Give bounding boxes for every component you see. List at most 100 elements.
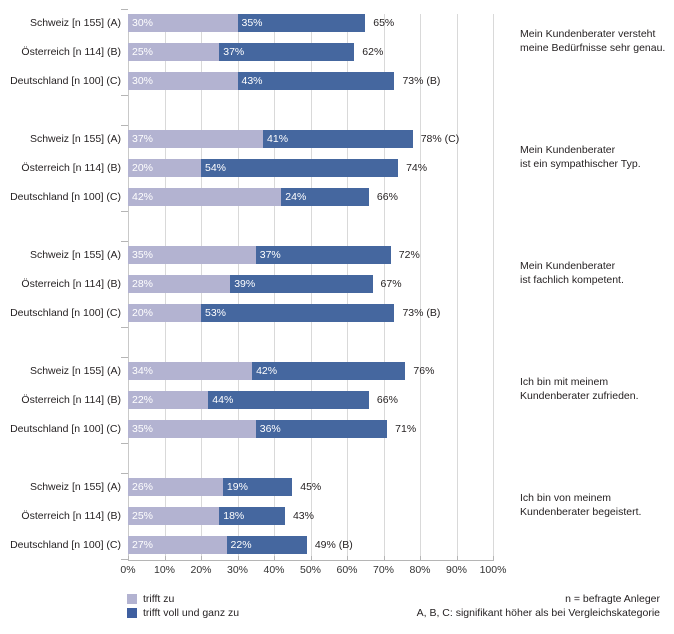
x-tick-label-60: 60% [336,564,358,576]
bar-segment-trifft-zu[interactable]: 35% [128,420,256,438]
bar-segment-trifft-voll-und-ganz-zu[interactable]: 54% [201,159,399,177]
bar-segment-trifft-zu[interactable]: 27% [128,536,227,554]
x-tick-label-70: 70% [372,564,395,576]
statement-line-2: ist fachlich kompetent. [520,273,624,286]
bar-segment-value-light: 20% [132,162,154,174]
x-tick-50 [310,556,312,561]
bar-segment-trifft-voll-und-ganz-zu[interactable]: 24% [281,188,369,206]
bar-segment-trifft-voll-und-ganz-zu[interactable]: 18% [219,507,285,525]
bar-segment-trifft-zu[interactable]: 20% [128,159,201,177]
bar-segment-trifft-voll-und-ganz-zu[interactable]: 22% [226,536,307,554]
bar-segment-trifft-zu[interactable]: 25% [128,507,220,525]
row-category-label: Österreich [n 114] (B) [21,510,121,522]
bar-segment-trifft-voll-und-ganz-zu[interactable]: 19% [222,478,293,496]
bar-segment-trifft-zu[interactable]: 34% [128,362,253,380]
y-tick [121,327,128,328]
bar-segment-trifft-voll-und-ganz-zu[interactable]: 53% [201,304,395,322]
bar-total-label: 73% (B) [402,307,441,319]
row-category-label: Deutschland [n 100] (C) [10,191,121,203]
bar-segment-trifft-voll-und-ganz-zu[interactable]: 37% [219,43,355,61]
bar-total-label: 71% [395,423,417,435]
stacked-bar[interactable]: 25% 37% [128,43,355,61]
legend-label-light: trifft zu [143,593,175,605]
x-tick-label-100: 100% [479,564,507,576]
bar-segment-value-light: 42% [132,191,154,203]
x-tick-80 [420,556,421,561]
bar-segment-trifft-voll-und-ganz-zu[interactable]: 44% [208,391,369,409]
bar-segment-value-dark: 41% [267,133,289,145]
footnote-n: n = befragte Anleger [565,593,660,605]
bar-total-label: 73% (B) [402,75,441,87]
row-category-label: Schweiz [n 155] (A) [29,17,121,29]
gridline-90 [456,14,458,560]
bar-segment-trifft-zu[interactable]: 42% [128,188,282,206]
bar-segment-value-dark: 36% [259,423,281,435]
bar-segment-value-light: 25% [132,510,154,522]
stacked-bar[interactable]: 20% 53% [128,304,395,322]
row-category-label: Deutschland [n 100] (C) [10,539,121,551]
x-tick-0 [128,556,129,561]
bar-segment-value-light: 30% [132,17,154,29]
bar-segment-trifft-zu[interactable]: 37% [128,130,264,148]
x-tick-100 [493,556,494,561]
bar-segment-trifft-voll-und-ganz-zu[interactable]: 39% [230,275,373,293]
footnote-significance: A, B, C: signifikant höher als bei Vergl… [416,607,660,619]
bar-row: Österreich [n 114] (B) 20% 54% 74% [0,159,674,177]
x-tick-10 [164,556,166,561]
x-tick-90 [456,556,458,561]
bar-segment-value-dark: 35% [241,17,263,29]
stacked-bar[interactable]: 37% 41% [128,130,413,148]
legend-swatch-dark-icon [127,608,137,618]
stacked-bar[interactable]: 42% 24% [128,188,369,206]
x-tick-label-40: 40% [263,564,285,576]
row-category-label: Schweiz [n 155] (A) [29,249,121,261]
bar-segment-value-dark: 22% [230,539,252,551]
bar-total-label: 66% [376,191,398,203]
gridline-100 [493,14,494,560]
stacked-bar[interactable]: 35% 37% [128,246,391,264]
stacked-bar[interactable]: 27% 22% [128,536,307,554]
bar-segment-trifft-voll-und-ganz-zu[interactable]: 36% [255,420,388,438]
stacked-bar[interactable]: 30% 35% [128,14,366,32]
x-tick-label-20: 20% [190,564,212,576]
y-tick [121,125,128,126]
stacked-bar[interactable]: 22% 44% [128,391,369,409]
x-tick-70 [383,556,385,561]
bar-segment-trifft-zu[interactable]: 30% [128,72,238,90]
bar-segment-trifft-voll-und-ganz-zu[interactable]: 43% [237,72,395,90]
bar-segment-trifft-zu[interactable]: 26% [128,478,223,496]
bar-segment-trifft-voll-und-ganz-zu[interactable]: 37% [255,246,391,264]
bar-segment-trifft-zu[interactable]: 25% [128,43,220,61]
bar-segment-trifft-zu[interactable]: 28% [128,275,231,293]
bar-row: Schweiz [n 155] (A) 37% 41% 78% (C) [0,130,674,148]
bar-segment-value-light: 37% [132,133,154,145]
stacked-bar[interactable]: 25% 18% [128,507,285,525]
bar-row: Österreich [n 114] (B) 25% 37% 62% [0,43,674,61]
stacked-bar[interactable]: 26% 19% [128,478,293,496]
y-tick [121,443,128,444]
stacked-bar[interactable]: 34% 42% [128,362,406,380]
bar-segment-trifft-zu[interactable]: 35% [128,246,256,264]
y-tick [121,357,128,358]
bar-row: Deutschland [n 100] (C) 42% 24% 66% [0,188,674,206]
bar-segment-trifft-zu[interactable]: 20% [128,304,201,322]
bar-segment-trifft-voll-und-ganz-zu[interactable]: 42% [252,362,406,380]
row-category-label: Schweiz [n 155] (A) [29,481,121,493]
bar-total-label: 49% (B) [314,539,353,551]
row-category-label: Österreich [n 114] (B) [21,162,121,174]
y-tick [121,559,128,560]
stacked-bar[interactable]: 35% 36% [128,420,388,438]
bar-segment-trifft-zu[interactable]: 30% [128,14,238,32]
stacked-bar[interactable]: 20% 54% [128,159,399,177]
x-tick-label-30: 30% [226,564,249,576]
bar-segment-trifft-voll-und-ganz-zu[interactable]: 35% [237,14,366,32]
stacked-bar[interactable]: 30% 43% [128,72,395,90]
bar-segment-trifft-zu[interactable]: 22% [128,391,209,409]
statement-caption: Ich bin von meinem Kundenberater begeiste… [520,492,670,519]
bar-segment-trifft-voll-und-ganz-zu[interactable]: 41% [263,130,413,148]
stacked-bar[interactable]: 28% 39% [128,275,373,293]
x-tick-30 [237,556,239,561]
bar-segment-value-light: 22% [132,394,154,406]
bar-row: Österreich [n 114] (B) 28% 39% 67% [0,275,674,293]
